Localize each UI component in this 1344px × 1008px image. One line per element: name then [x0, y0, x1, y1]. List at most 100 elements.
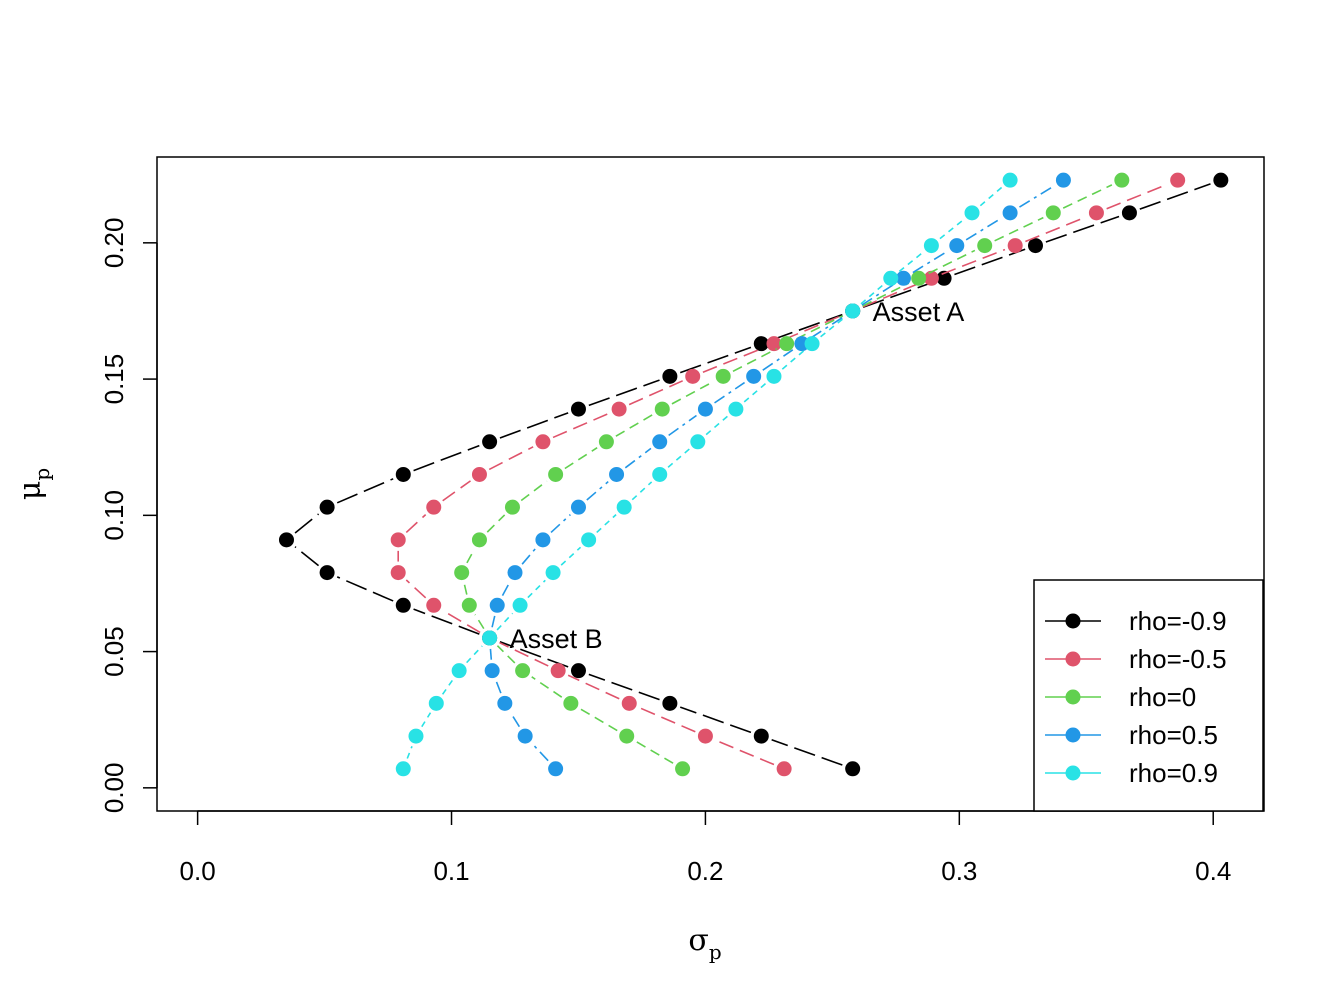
series-segment: [762, 349, 794, 371]
data-point: [804, 336, 820, 352]
series-segment: [466, 549, 475, 564]
data-point: [616, 499, 632, 515]
series-segment: [898, 251, 924, 272]
series-segment: [667, 448, 690, 468]
series-segment: [520, 480, 548, 502]
series-segment: [928, 249, 976, 275]
series-segment: [442, 480, 471, 502]
data-point: [471, 532, 487, 548]
series-segment: [1106, 183, 1168, 210]
data-point: [662, 368, 678, 384]
series-segment: [499, 641, 549, 667]
data-point: [1055, 172, 1071, 188]
series-segment: [489, 648, 493, 660]
data-point: [697, 401, 713, 417]
series-segment: [639, 706, 696, 733]
legend-item: rho=-0.9: [1045, 606, 1227, 636]
data-point: [949, 238, 965, 254]
data-point: [461, 597, 477, 613]
data-point: [609, 466, 625, 482]
data-point: [451, 663, 467, 679]
series-segment: [560, 546, 582, 566]
series-segment: [1025, 216, 1087, 243]
data-point: [570, 401, 586, 417]
data-point: [319, 565, 335, 581]
series-segment: [732, 347, 778, 373]
data-point: [408, 728, 424, 744]
series-segment: [715, 739, 775, 766]
data-point: [1121, 205, 1137, 221]
series-segment: [624, 447, 652, 469]
data-point: [936, 270, 952, 286]
series-segment: [336, 478, 394, 504]
series-segment: [1045, 215, 1120, 243]
series-segment: [491, 615, 496, 628]
data-point: [652, 434, 668, 450]
data-point: [1045, 205, 1061, 221]
series-segment: [912, 250, 948, 274]
series-segment: [474, 614, 485, 630]
legend-item: rho=0.9: [1045, 758, 1218, 788]
series-segment: [405, 514, 427, 534]
data-point: [766, 336, 782, 352]
data-point: [923, 270, 939, 286]
data-point: [845, 761, 861, 777]
series-segment: [702, 347, 765, 373]
legend-marker: [1065, 689, 1081, 705]
data-point: [471, 466, 487, 482]
series-segment: [596, 514, 617, 534]
series-segment: [586, 481, 609, 501]
legend-label: rho=0.9: [1129, 758, 1218, 788]
series-segment: [771, 739, 843, 766]
data-point: [652, 466, 668, 482]
data-point: [517, 728, 533, 744]
annotation-label: Asset B: [510, 624, 603, 654]
series-segment: [336, 576, 394, 602]
x-tick-label: 0.1: [433, 856, 469, 886]
series-segment: [965, 217, 1002, 241]
series-segment: [495, 680, 502, 694]
series-segment: [463, 583, 468, 595]
y-tick-label: 0.05: [99, 626, 129, 677]
data-point: [911, 270, 927, 286]
series-segment: [743, 382, 767, 403]
data-point: [964, 205, 980, 221]
series-segment: [954, 248, 1026, 276]
series-segment: [861, 283, 895, 306]
series-segment: [783, 314, 843, 341]
x-axis-title-subscript: p: [709, 940, 722, 964]
y-axis-title-subscript: p: [30, 468, 54, 481]
series-segment: [501, 581, 511, 596]
data-point: [598, 434, 614, 450]
data-point: [621, 695, 637, 711]
x-tick-label: 0.3: [941, 856, 977, 886]
data-point: [685, 368, 701, 384]
data-point: [454, 565, 470, 581]
data-point: [619, 728, 635, 744]
series-segment: [532, 743, 549, 762]
series-segment: [421, 712, 432, 728]
data-point: [1002, 172, 1018, 188]
series-rho=0.9: [395, 172, 1018, 777]
series-segment: [862, 281, 922, 308]
series-segment: [994, 216, 1044, 242]
series-segment: [635, 740, 674, 764]
y-tick-label: 0.15: [99, 354, 129, 405]
series-segment: [714, 381, 746, 404]
series-segment: [588, 379, 660, 407]
x-axis-title-symbol: σ: [688, 923, 708, 958]
series-segment: [294, 546, 320, 567]
series-segment: [550, 514, 571, 534]
series-segment: [405, 579, 427, 599]
data-point: [390, 565, 406, 581]
series-segment: [521, 547, 537, 565]
legend-marker: [1065, 765, 1081, 781]
series-segment: [531, 676, 563, 698]
data-point: [581, 532, 597, 548]
data-point: [662, 695, 678, 711]
series-segment: [671, 380, 714, 405]
data-point: [1007, 238, 1023, 254]
x-axis-title: σp: [688, 923, 721, 964]
data-point: [977, 238, 993, 254]
series-segment: [564, 447, 598, 470]
